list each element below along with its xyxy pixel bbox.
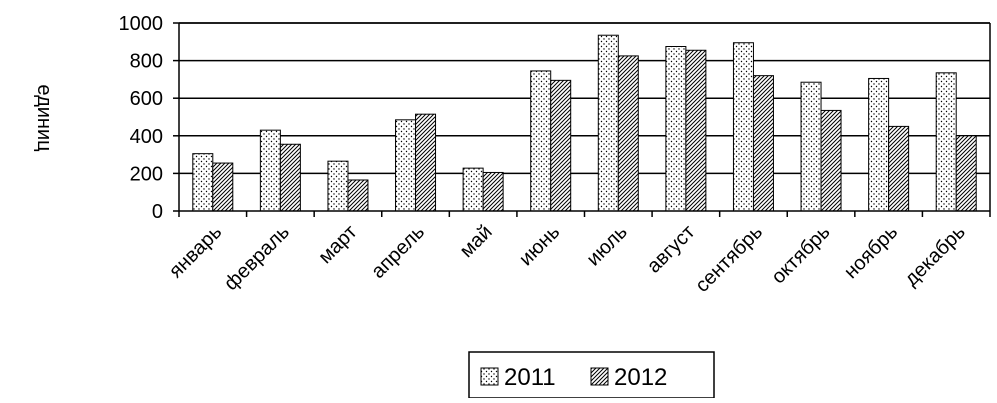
bar-2011-июнь xyxy=(530,70,552,212)
bar-2012-декабрь xyxy=(955,135,977,212)
bar-2011-июль xyxy=(597,34,619,212)
bar-2012-июнь xyxy=(550,79,572,212)
bar-2012-август xyxy=(685,49,707,212)
x-tick-label: июль xyxy=(582,221,631,270)
bar-2011-август xyxy=(665,46,687,212)
y-tick-labels: 0 200 400 600 800 1000 xyxy=(119,13,164,223)
bars xyxy=(192,34,977,212)
bar-2012-февраль xyxy=(279,143,301,212)
bar-2011-январь xyxy=(192,153,214,212)
bar-2011-октябрь xyxy=(800,81,822,212)
bar-2011-ноябрь xyxy=(868,77,890,212)
bar-2011-сентябрь xyxy=(732,42,754,212)
x-tick-label: сентябрь xyxy=(691,221,767,297)
bar-2012-июль xyxy=(617,55,639,212)
y-axis-label: единиц xyxy=(33,84,55,151)
bar-2011-март xyxy=(327,160,349,212)
axes xyxy=(173,22,991,217)
y-tick-label: 600 xyxy=(130,88,163,110)
x-tick-label: май xyxy=(456,221,497,262)
x-tick-label: март xyxy=(314,221,361,268)
x-tick-label: октябрь xyxy=(767,221,834,288)
y-tick-label: 1000 xyxy=(119,13,164,35)
bar-2011-май xyxy=(462,167,484,212)
bar-2012-март xyxy=(347,179,369,212)
legend-label-2012: 2012 xyxy=(614,364,667,391)
bar-2011-декабрь xyxy=(935,72,957,212)
y-tick-label: 800 xyxy=(130,51,163,73)
x-tick-label: апрель xyxy=(367,221,429,283)
x-tick-label: ноябрь xyxy=(840,221,902,283)
bar-2012-октябрь xyxy=(820,109,842,212)
legend-label-2011: 2011 xyxy=(504,364,556,391)
bar-2011-апрель xyxy=(395,119,417,212)
bar-2011-февраль xyxy=(259,129,281,212)
x-tick-label: декабрь xyxy=(900,221,969,290)
y-tick-label: 400 xyxy=(130,126,163,148)
legend-swatch-2011 xyxy=(480,367,499,386)
y-tick-label: 0 xyxy=(152,201,163,223)
x-tick-label: август xyxy=(643,221,700,278)
x-tick-label: январь xyxy=(165,221,226,282)
legend-swatch-2012 xyxy=(590,367,609,386)
bar-2012-сентябрь xyxy=(752,75,774,212)
bar-2012-апрель xyxy=(415,113,437,212)
legend: 2011 2012 xyxy=(468,351,715,399)
bar-2012-январь xyxy=(212,162,234,212)
y-tick-label: 200 xyxy=(130,163,163,185)
bar-2012-ноябрь xyxy=(888,125,910,212)
x-tick-label: июнь xyxy=(515,221,564,270)
x-tick-label: февраль xyxy=(220,221,294,295)
bar-2012-май xyxy=(482,171,504,212)
